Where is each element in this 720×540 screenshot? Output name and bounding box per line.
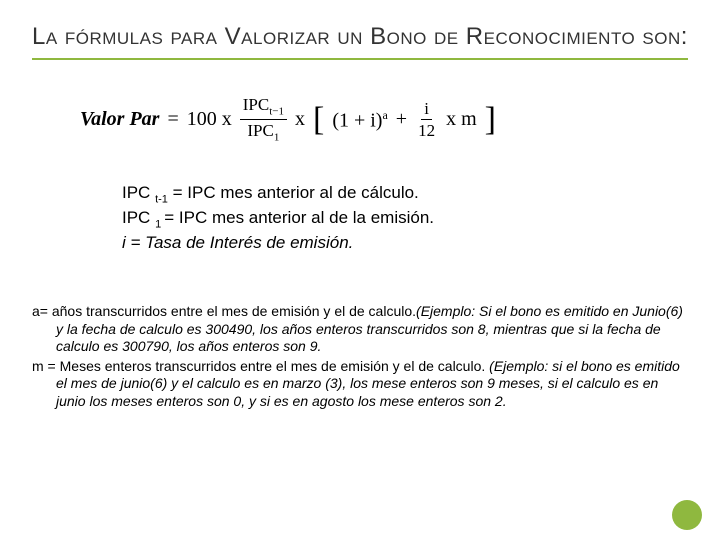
def-ipc-1: IPC 1 = IPC mes anterior al de la emisió… (122, 207, 688, 232)
frac-denominator: IPC1 (244, 120, 282, 143)
fraction-ipc: IPCt−1 IPC1 (240, 96, 287, 144)
constant-100: 100 x (187, 108, 232, 131)
footnotes: a= años transcurridos entre el mes de em… (32, 303, 688, 410)
frac-numerator: IPCt−1 (240, 96, 287, 120)
def-ipc-t1: IPC t-1 = IPC mes anterior al de cálculo… (122, 182, 688, 207)
frac2-denominator: 12 (415, 120, 438, 139)
times-m: x m (446, 108, 477, 131)
times-1: x (295, 108, 305, 131)
slide: La fórmulas para Valorizar un Bono de Re… (0, 0, 720, 540)
note-m: m = Meses enteros transcurridos entre el… (32, 358, 688, 411)
equals-sign: = (167, 108, 178, 131)
note-a: a= años transcurridos entre el mes de em… (32, 303, 688, 356)
definitions-block: IPC t-1 = IPC mes anterior al de cálculo… (122, 182, 688, 255)
formula-label: Valor Par (80, 108, 159, 131)
frac2-numerator: i (421, 100, 432, 120)
formula: Valor Par = 100 x IPCt−1 IPC1 x [ (1 + i… (80, 96, 688, 144)
title-underline: La fórmulas para Valorizar un Bono de Re… (32, 22, 688, 60)
accent-circle-icon (672, 500, 702, 530)
term-power: (1 + i)a (332, 108, 387, 133)
fraction-i12: i 12 (415, 100, 438, 139)
def-i: i = Tasa de Interés de emisión. (122, 232, 688, 255)
slide-title: La fórmulas para Valorizar un Bono de Re… (32, 22, 688, 52)
plus-sign: + (396, 108, 407, 131)
